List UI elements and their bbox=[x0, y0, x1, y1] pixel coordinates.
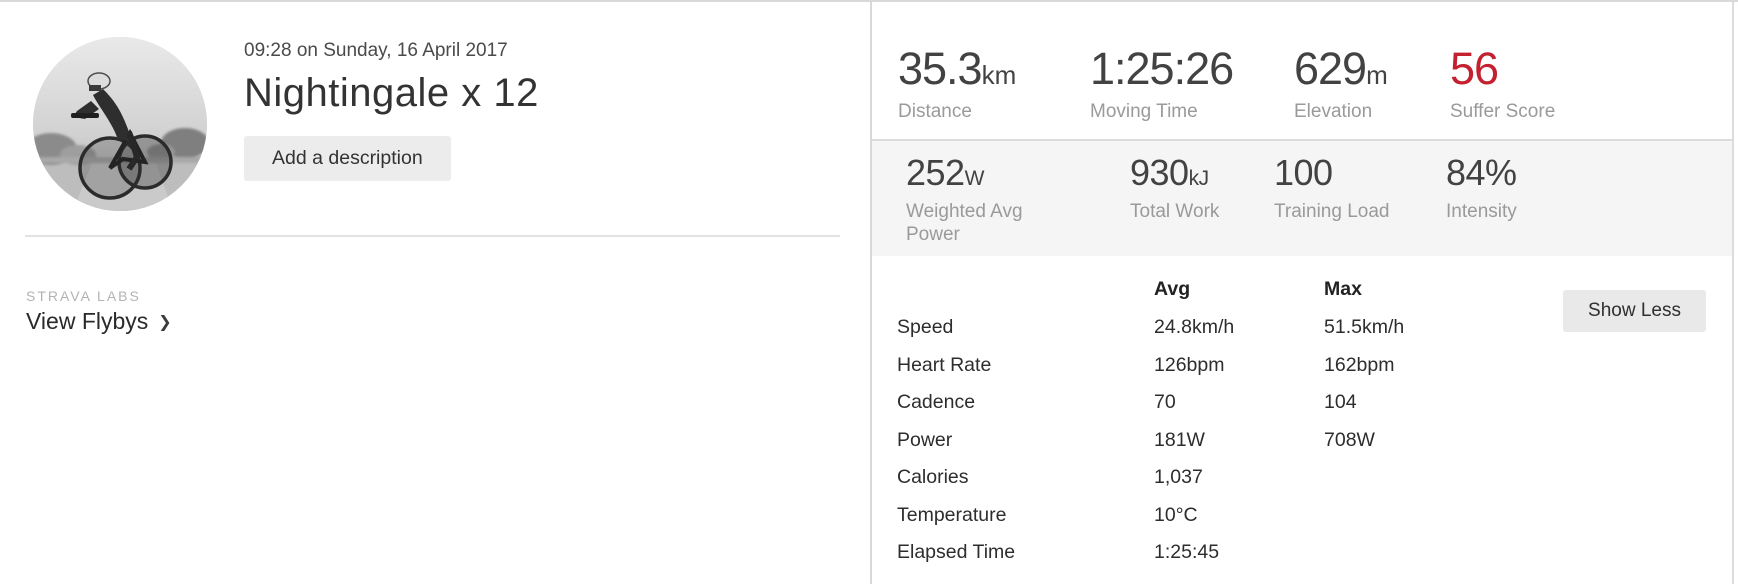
row-avg: 24.8km/h bbox=[1154, 316, 1235, 339]
weighted-power-value: 252 bbox=[906, 152, 965, 193]
primary-stats-row: 35.3km Distance 1:25:26 Moving Time 629m… bbox=[872, 2, 1732, 139]
add-description-button[interactable]: Add a description bbox=[244, 136, 451, 181]
activity-header: 09:28 on Sunday, 16 April 2017 Nightinga… bbox=[244, 40, 539, 181]
distance-value: 35.3 bbox=[898, 43, 983, 94]
stat-distance: 35.3km Distance bbox=[898, 46, 1090, 139]
moving-time-value: 1:25:26 bbox=[1090, 43, 1234, 94]
row-max bbox=[1324, 534, 1524, 572]
row-label: Power bbox=[897, 428, 953, 451]
row-max bbox=[1324, 459, 1524, 497]
cyclist-photo bbox=[33, 37, 207, 211]
row-avg: 1:25:45 bbox=[1154, 541, 1220, 564]
training-load-value: 100 bbox=[1274, 152, 1333, 193]
row-label: Speed bbox=[897, 316, 954, 339]
row-label: Temperature bbox=[897, 503, 1007, 526]
table-row-elapsed-time: Elapsed Time 1:25:45 bbox=[897, 534, 1524, 572]
total-work-unit: kJ bbox=[1188, 167, 1210, 190]
chevron-right-icon: ❯ bbox=[158, 314, 172, 331]
left-panel-divider bbox=[25, 235, 840, 237]
training-load-label: Training Load bbox=[1274, 201, 1390, 222]
details-section: Show Less Avg Max Speed 24.8km/h 51.5km/… bbox=[872, 269, 1732, 572]
table-header-row: Avg Max bbox=[897, 269, 1524, 309]
table-row-temperature: Temperature 10°C bbox=[897, 497, 1524, 535]
athlete-avatar[interactable] bbox=[33, 37, 207, 211]
stat-elevation: 629m Elevation bbox=[1294, 46, 1450, 139]
intensity-value: 84% bbox=[1446, 152, 1517, 193]
distance-unit: km bbox=[981, 60, 1017, 90]
total-work-value: 930 bbox=[1130, 152, 1189, 193]
stat-intensity: 84% Intensity bbox=[1446, 155, 1517, 256]
elevation-value: 629 bbox=[1294, 43, 1367, 94]
row-label: Heart Rate bbox=[897, 353, 992, 376]
header-avg: Avg bbox=[1154, 277, 1191, 300]
row-max: 708W bbox=[1324, 428, 1375, 451]
total-work-label: Total Work bbox=[1130, 201, 1220, 222]
moving-time-label: Moving Time bbox=[1090, 101, 1198, 122]
elevation-label: Elevation bbox=[1294, 101, 1373, 122]
suffer-score-value: 56 bbox=[1450, 43, 1499, 94]
strava-labs-label: STRAVA LABS bbox=[26, 288, 141, 304]
table-row-calories: Calories 1,037 bbox=[897, 459, 1524, 497]
elevation-unit: m bbox=[1366, 60, 1388, 90]
power-stats-row: 252W Weighted Avg Power 930kJ Total Work… bbox=[872, 139, 1732, 256]
weighted-power-label: Weighted Avg Power bbox=[906, 201, 1023, 246]
avg-max-table: Avg Max Speed 24.8km/h 51.5km/h Heart Ra… bbox=[897, 269, 1524, 572]
row-label: Elapsed Time bbox=[897, 541, 1016, 564]
header-max: Max bbox=[1324, 277, 1362, 300]
table-row-heart-rate: Heart Rate 126bpm 162bpm bbox=[897, 347, 1524, 385]
page-top-border bbox=[0, 0, 1738, 2]
suffer-score-label: Suffer Score bbox=[1450, 101, 1556, 122]
stat-total-work: 930kJ Total Work bbox=[1130, 155, 1274, 256]
row-avg: 126bpm bbox=[1154, 353, 1225, 376]
activity-timestamp: 09:28 on Sunday, 16 April 2017 bbox=[244, 40, 508, 61]
row-max: 162bpm bbox=[1324, 353, 1395, 376]
activity-title: Nightingale x 12 bbox=[244, 71, 539, 115]
table-row-power: Power 181W 708W bbox=[897, 422, 1524, 460]
stat-moving-time: 1:25:26 Moving Time bbox=[1090, 46, 1294, 139]
row-avg: 10°C bbox=[1154, 503, 1198, 526]
view-flybys-link[interactable]: View Flybys ❯ bbox=[26, 308, 172, 335]
show-less-button[interactable]: Show Less bbox=[1563, 290, 1706, 332]
row-avg: 1,037 bbox=[1154, 466, 1203, 489]
table-row-cadence: Cadence 70 104 bbox=[897, 384, 1524, 422]
row-label: Cadence bbox=[897, 391, 976, 414]
row-max: 104 bbox=[1324, 391, 1357, 414]
row-avg: 70 bbox=[1154, 391, 1176, 414]
activity-stats-panel: 35.3km Distance 1:25:26 Moving Time 629m… bbox=[870, 2, 1734, 584]
row-max: 51.5km/h bbox=[1324, 316, 1405, 339]
stat-weighted-avg-power: 252W Weighted Avg Power bbox=[906, 155, 1130, 256]
view-flybys-label: View Flybys bbox=[26, 308, 149, 334]
table-row-speed: Speed 24.8km/h 51.5km/h bbox=[897, 309, 1524, 347]
strava-labs-block: STRAVA LABS View Flybys ❯ bbox=[26, 288, 172, 335]
weighted-power-unit: W bbox=[964, 167, 985, 190]
distance-label: Distance bbox=[898, 101, 972, 122]
stat-suffer-score: 56 Suffer Score bbox=[1450, 46, 1555, 139]
header-spacer bbox=[897, 269, 1154, 309]
row-label: Calories bbox=[897, 466, 969, 489]
row-max bbox=[1324, 497, 1524, 535]
intensity-label: Intensity bbox=[1446, 201, 1517, 222]
row-avg: 181W bbox=[1154, 428, 1205, 451]
stat-training-load: 100 Training Load bbox=[1274, 155, 1446, 256]
